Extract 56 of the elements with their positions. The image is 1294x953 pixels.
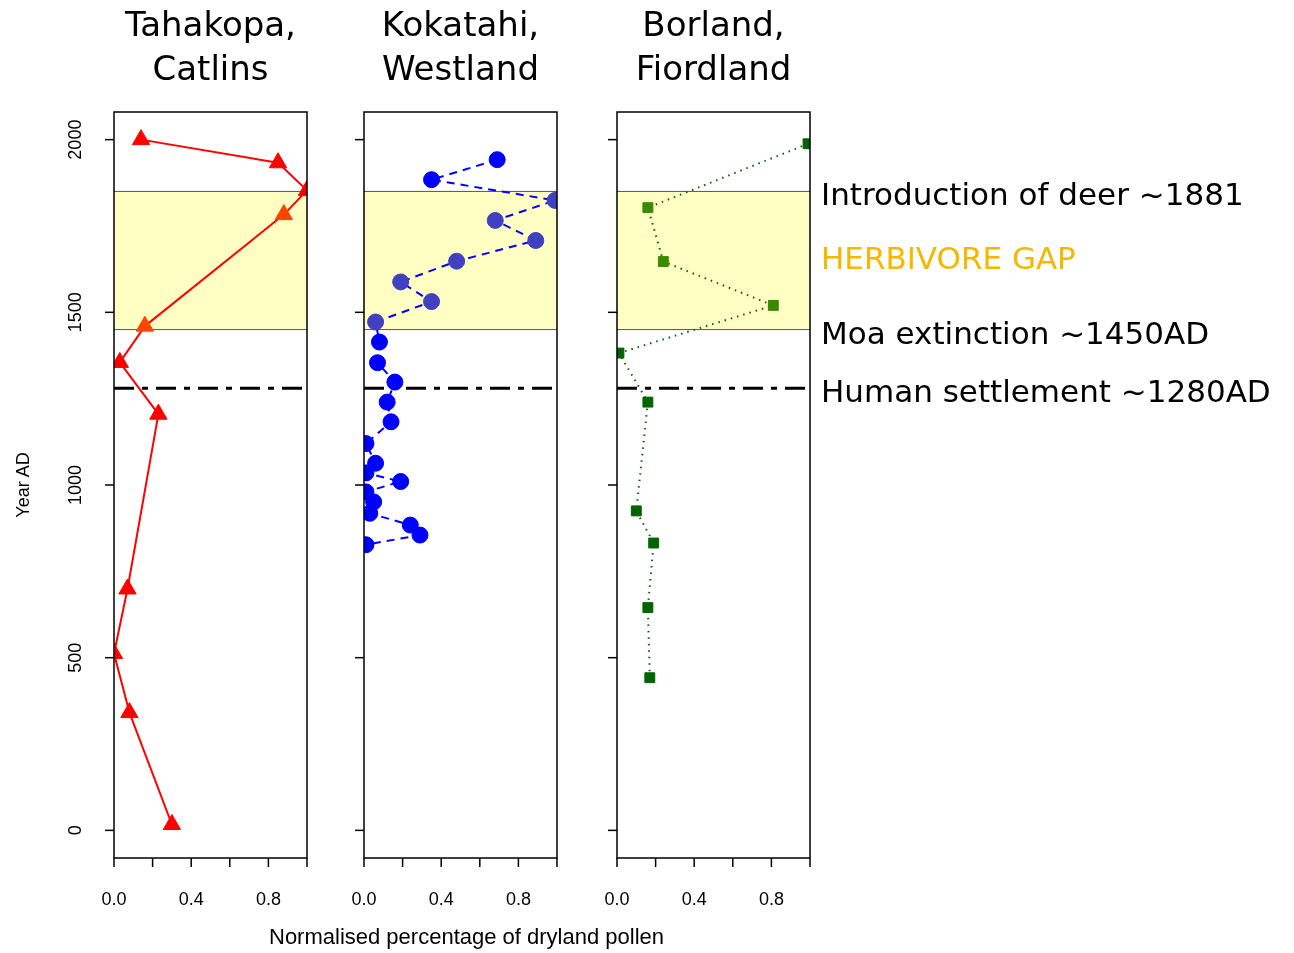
y-axis-title: Year AD	[12, 452, 33, 518]
point	[527, 231, 545, 249]
point	[642, 202, 654, 214]
x-tick-label: 0.8	[758, 888, 784, 909]
point	[118, 578, 137, 595]
x-tick-label: 0.0	[604, 888, 630, 909]
point	[162, 814, 182, 830]
point	[486, 211, 504, 229]
point	[411, 526, 429, 544]
point	[423, 171, 441, 189]
point	[642, 396, 654, 408]
ref-line-label: Moa extinction ~1450AD	[821, 314, 1210, 351]
y-tick-label: 500	[64, 642, 85, 673]
point	[367, 313, 385, 331]
y-tick-label: 2000	[64, 119, 85, 160]
x-tick-label: 0.0	[351, 888, 377, 909]
y-tick-label: 1000	[64, 464, 85, 506]
point	[386, 373, 404, 391]
point	[131, 129, 151, 146]
point	[401, 516, 419, 534]
point	[488, 151, 506, 169]
x-tick-label: 0.4	[428, 888, 454, 909]
point	[268, 152, 288, 169]
point	[448, 252, 466, 270]
point	[370, 333, 388, 351]
x-tick-label: 0.0	[101, 888, 127, 909]
x-tick-label: 0.4	[681, 888, 707, 909]
chart-title: Borland, Fiordland	[634, 3, 793, 90]
point	[120, 702, 139, 719]
point	[369, 354, 387, 372]
chart-title: Kokatahi, Westland	[380, 3, 541, 90]
point	[767, 299, 779, 311]
ref-line-label: Introduction of deer ~1881	[821, 176, 1244, 213]
point	[644, 672, 656, 684]
point	[135, 315, 155, 332]
point	[382, 413, 400, 431]
y-tick-label: 1500	[64, 292, 85, 333]
x-axis-title: Normalised percentage of dryland pollen	[268, 924, 665, 950]
point	[648, 537, 660, 549]
point	[378, 393, 396, 411]
point	[392, 273, 410, 291]
y-tick-label: 0	[64, 825, 85, 836]
point	[149, 403, 168, 420]
x-tick-label: 0.8	[505, 888, 531, 909]
ref-line-label: Human settlement ~1280AD	[821, 373, 1271, 410]
point	[367, 454, 385, 472]
point	[392, 473, 410, 491]
point	[630, 505, 642, 517]
point	[642, 602, 654, 614]
point	[274, 204, 293, 221]
x-tick-label: 0.4	[178, 888, 204, 909]
point	[657, 256, 669, 267]
chart-title: Tahakopa, Catlins	[124, 3, 297, 90]
x-tick-label: 0.8	[255, 888, 281, 909]
band-label: HERBIVORE GAP	[821, 239, 1076, 276]
point	[423, 293, 441, 311]
